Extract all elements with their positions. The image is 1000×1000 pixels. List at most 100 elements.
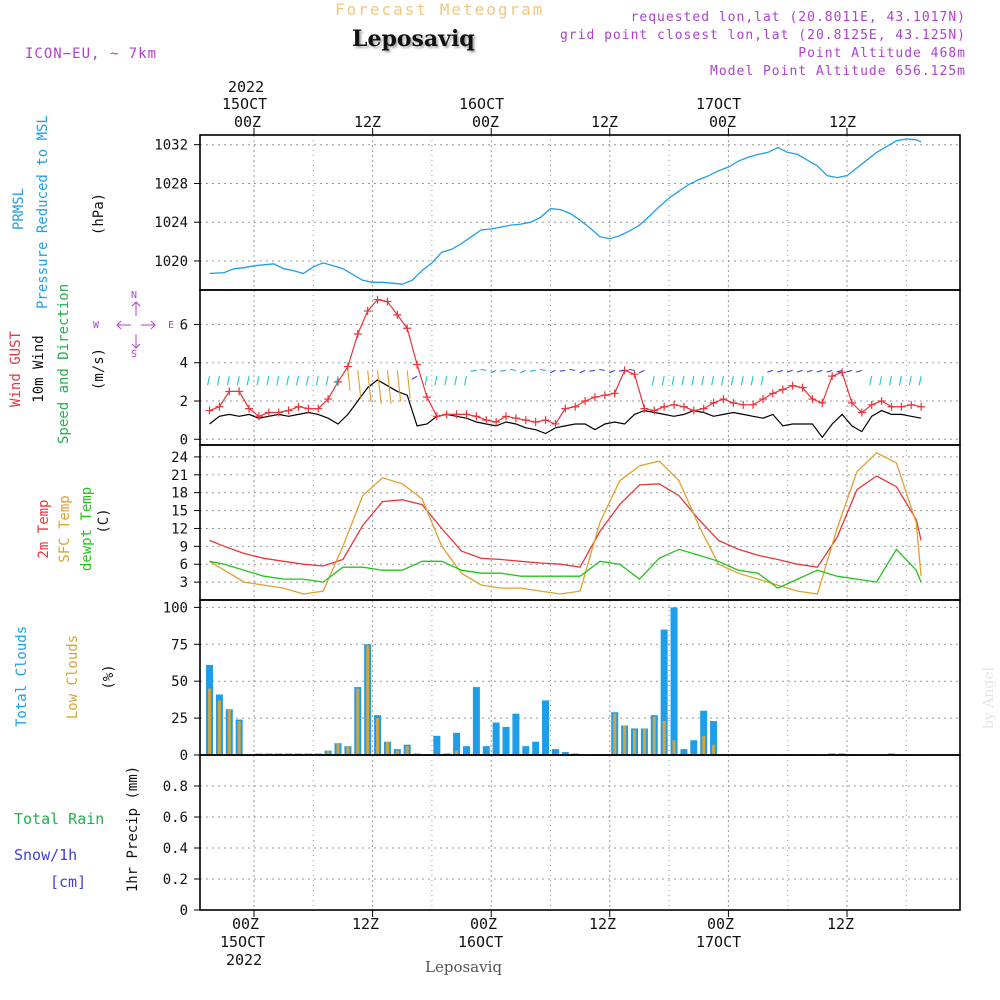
y-tick-label: 100	[163, 600, 188, 616]
gust-marker	[640, 404, 649, 413]
wind-direction-arrow	[367, 370, 372, 403]
y-tick-label: 50	[171, 674, 188, 690]
top-date-label-2: 16OCT	[459, 95, 505, 113]
wind-direction-arrow	[549, 369, 556, 374]
gust-marker	[768, 389, 777, 398]
y-tick-label: 0	[180, 903, 188, 919]
top-time-label-5: 00Z	[709, 113, 737, 131]
gust-marker	[877, 396, 886, 405]
wind-direction-arrow	[216, 375, 220, 386]
gust-marker	[482, 416, 491, 425]
wind-direction-arrow	[711, 375, 715, 386]
y-tick-label: 0.8	[163, 779, 188, 795]
y-tick-label: 24	[171, 450, 188, 466]
model-label: ICON−EU, ~ 7km	[25, 46, 158, 62]
total-cloud-bar	[551, 749, 559, 755]
wind-direction-arrow	[386, 370, 392, 405]
wind-direction-arrow	[918, 375, 922, 386]
wind-direction-arrow	[869, 375, 873, 386]
gust-marker	[472, 412, 481, 421]
wind-direction-arrow	[638, 369, 645, 374]
precip-rain-label: Total Rain	[14, 810, 105, 828]
low-cloud-bar	[227, 709, 231, 755]
low-cloud-bar	[336, 743, 340, 755]
gust-marker	[215, 402, 224, 411]
total-cloud-bar	[502, 726, 510, 755]
gust-marker	[818, 398, 827, 407]
total-cloud-bar	[453, 732, 461, 755]
gust-marker	[353, 330, 362, 339]
wind-direction-arrow	[730, 375, 734, 386]
total-cloud-bar	[670, 607, 678, 755]
requested-coords: requested lon,lat (20.8011E, 43.1017N)	[630, 10, 966, 25]
wind-direction-arrow	[796, 369, 803, 373]
y-tick-label: 0.4	[163, 841, 188, 857]
bottom-time-label-1: 00Z	[232, 915, 260, 933]
wind-direction-arrow	[671, 375, 675, 386]
y-tick-label: 0.6	[163, 810, 188, 826]
gust-marker	[245, 404, 254, 413]
gust-marker	[511, 414, 520, 423]
gust-marker	[324, 395, 333, 404]
low-cloud-bar	[642, 728, 646, 755]
wind-direction-arrow	[464, 375, 468, 386]
top-time-label-4: 12Z	[591, 113, 619, 131]
gust-marker	[590, 393, 599, 402]
gust-marker	[442, 410, 451, 419]
wind-direction-arrow	[579, 369, 586, 374]
gust-marker	[235, 387, 244, 396]
gust-marker	[205, 406, 214, 415]
wind-direction-arrow	[510, 368, 516, 371]
gust-marker	[907, 400, 916, 409]
bottom-year-label: 2022	[226, 951, 263, 969]
low-cloud-bar	[217, 700, 221, 755]
low-cloud-bar	[623, 725, 627, 755]
wind-direction-arrow	[826, 369, 833, 373]
gust-marker	[689, 406, 698, 415]
y-tick-label: 3	[180, 575, 188, 591]
bottom-time-label-2: 12Z	[352, 915, 380, 933]
gust-marker	[363, 307, 372, 316]
wind-direction-arrow	[760, 375, 764, 386]
bottom-date-label-1: 15OCT	[220, 933, 266, 951]
wind-direction-arrow	[767, 369, 774, 373]
gust-marker	[492, 418, 501, 427]
gust-marker	[887, 402, 896, 411]
wind-direction-arrow	[376, 370, 382, 405]
wind-direction-arrow	[434, 375, 438, 386]
low-cloud-bar	[672, 740, 676, 755]
gust-marker	[393, 310, 402, 319]
gust-marker	[719, 395, 728, 404]
gust-marker	[314, 404, 323, 413]
wind-direction-arrow	[740, 375, 744, 386]
wind-10m-line	[209, 379, 922, 439]
wind-direction-arrow	[559, 369, 566, 372]
gust-marker	[422, 393, 431, 402]
wind-direction-arrow	[315, 375, 319, 386]
wind-direction-arrow	[490, 369, 497, 374]
y-tick-label: 9	[180, 539, 188, 555]
gust-marker	[739, 400, 748, 409]
gust-marker	[551, 419, 560, 428]
low-cloud-bar	[346, 746, 350, 755]
gust-marker	[630, 370, 639, 379]
total-cloud-bar	[690, 740, 698, 755]
y-tick-label: 1028	[154, 176, 188, 192]
footer-station: Leposaviq	[425, 958, 502, 976]
wind-direction-arrow	[539, 368, 546, 371]
gust-marker	[294, 402, 303, 411]
gust-marker	[521, 416, 530, 425]
wind-direction-arrow	[569, 368, 576, 371]
gust-marker	[274, 408, 283, 417]
wind-direction-arrow	[266, 375, 270, 386]
top-time-label-6: 12Z	[829, 113, 857, 131]
wind-direction-arrow	[701, 375, 705, 386]
low-cloud-bar	[385, 741, 389, 755]
bottom-time-label-5: 00Z	[707, 915, 735, 933]
wind-direction-arrow	[226, 375, 230, 386]
compass-arrows-icon	[116, 301, 156, 349]
total-cloud-bar	[710, 721, 718, 755]
low-cloud-bar	[652, 716, 656, 755]
gust-marker	[452, 410, 461, 419]
low-cloud-bar	[633, 729, 637, 755]
